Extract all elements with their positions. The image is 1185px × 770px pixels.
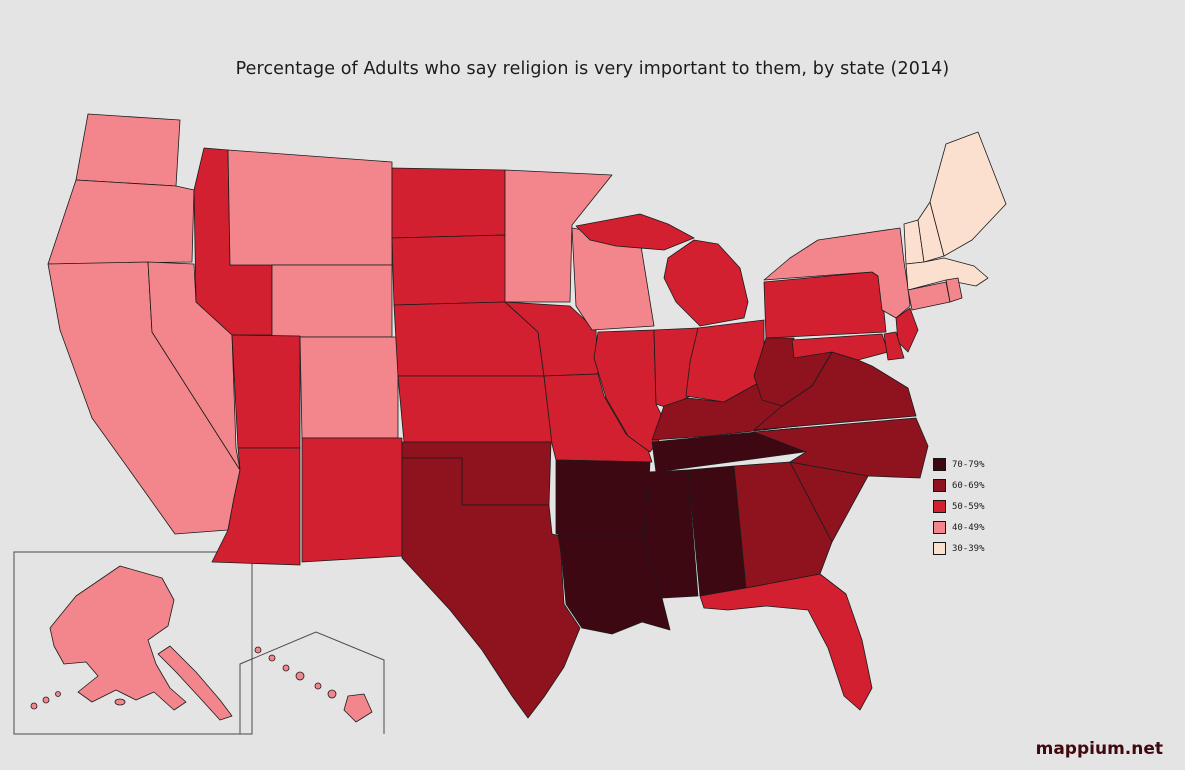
state-minnesota [504,169,613,303]
state-arizona [211,447,301,566]
state-arkansas [555,459,651,535]
state-oregon [47,179,195,265]
state-michigan [663,239,749,327]
legend-item: 70-79% [933,458,985,471]
legend-swatch [933,458,946,471]
state-alaska-aleutian-island [30,702,38,710]
state-michigan-upper-peninsula [575,213,695,251]
legend-item: 60-69% [933,479,985,492]
state-georgia [733,461,833,589]
state-maine [929,131,1007,257]
state-maryland [791,333,889,361]
state-hawaii-island [282,664,290,672]
state-new-mexico [301,437,403,563]
state-alaska-panhandle [157,645,233,721]
legend: 70-79% 60-69% 50-59% 40-49% 30-39% [933,458,985,563]
legend-label: 40-49% [952,522,985,533]
alaska-inset-box [13,551,253,735]
state-alaska-aleutian-island [42,696,50,704]
state-nevada [147,261,241,471]
state-massachusetts [905,257,989,291]
hawaii-inset-box [239,631,385,734]
state-delaware [883,331,905,361]
state-hawaii-island [268,654,276,662]
legend-label: 30-39% [952,543,985,554]
state-hawaii-island [295,671,305,681]
state-tennessee [651,427,805,473]
legend-swatch [933,521,946,534]
legend-label: 70-79% [952,459,985,470]
legend-label: 60-69% [952,480,985,491]
state-utah [231,334,301,449]
state-alaska-kodiak-island [114,698,126,706]
state-kansas [397,375,553,443]
state-north-carolina [753,417,929,479]
legend-swatch [933,479,946,492]
watermark: mappium.net [1035,739,1163,759]
map-title: Percentage of Adults who say religion is… [235,59,950,79]
state-alaska-aleutian-island [55,691,61,697]
legend-swatch [933,500,946,513]
state-north-dakota [391,167,506,239]
state-wyoming [271,264,393,338]
legend-item: 30-39% [933,542,985,555]
state-texas [401,457,581,719]
legend-item: 50-59% [933,500,985,513]
state-montana [227,149,393,266]
state-pennsylvania [763,271,887,339]
state-south-dakota [391,234,509,306]
state-rhode-island [945,277,963,303]
state-washington [75,113,181,187]
legend-label: 50-59% [952,501,985,512]
state-alaska [49,565,187,711]
state-hawaii-big-island [343,693,373,723]
state-hawaii-island [327,689,337,699]
legend-item: 40-49% [933,521,985,534]
state-colorado [299,336,399,439]
state-hawaii-island [254,646,262,654]
legend-swatch [933,542,946,555]
state-florida [699,573,873,711]
state-hawaii-island [314,682,322,690]
